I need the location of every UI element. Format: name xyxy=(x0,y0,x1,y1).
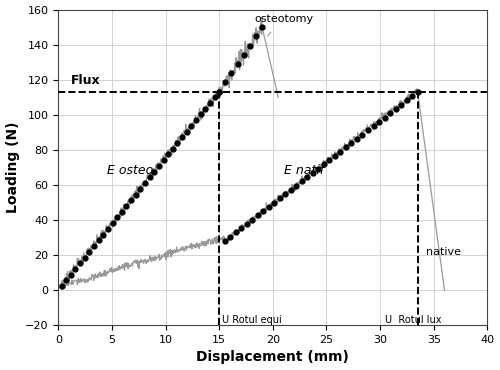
Text: U  Rotul lux: U Rotul lux xyxy=(386,314,442,324)
Text: Flux: Flux xyxy=(71,74,101,87)
Text: E natif: E natif xyxy=(284,164,324,177)
Y-axis label: Loading (N): Loading (N) xyxy=(6,122,20,213)
Text: osteotomy: osteotomy xyxy=(254,14,314,24)
Text: native: native xyxy=(426,246,461,256)
Text: U Rotul equi: U Rotul equi xyxy=(222,314,282,324)
X-axis label: Displacement (mm): Displacement (mm) xyxy=(196,350,350,364)
Text: E osteo: E osteo xyxy=(106,164,153,177)
